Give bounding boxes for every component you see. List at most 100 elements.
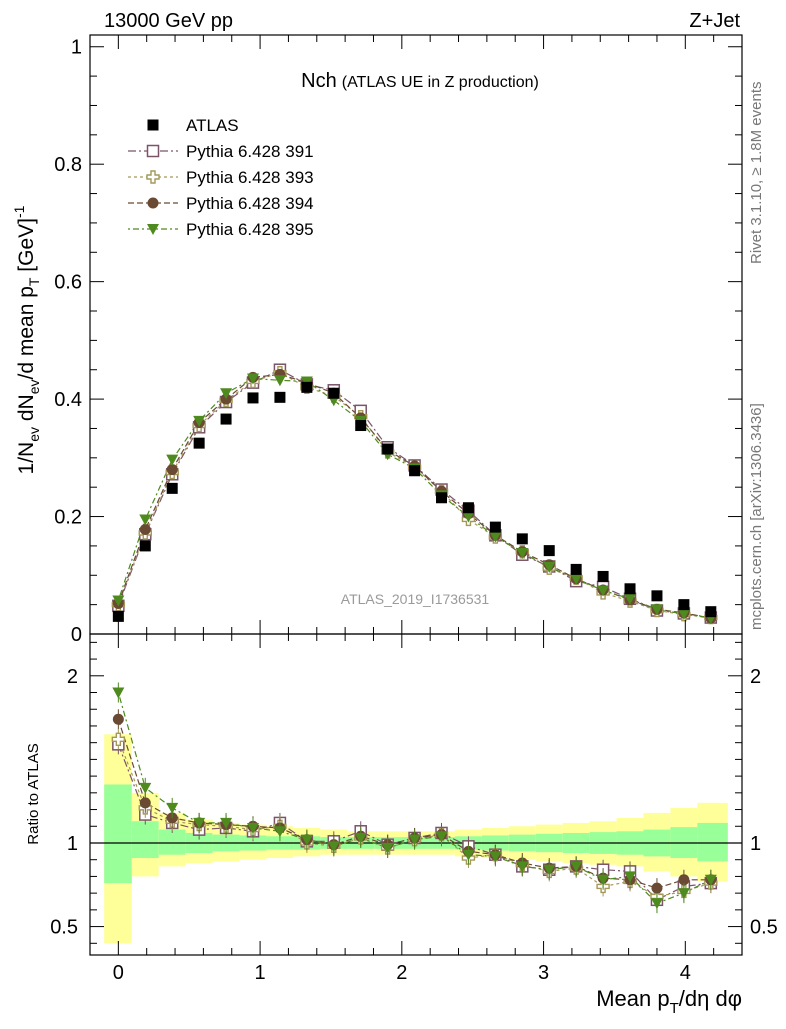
main-y-axis-title: 1/Nev dNev/d mean pT [GeV]-1 — [11, 205, 42, 474]
y-tick-label: 0.2 — [54, 507, 82, 529]
data-point-s395 — [570, 573, 583, 585]
ratio-point-s394 — [139, 797, 151, 809]
ratio-point-s395 — [650, 898, 663, 910]
series-line-s393 — [117, 372, 711, 619]
axes: 0 0.2 0.4 0.6 0.8 1 0 1 2 3 4 0.5 0.5 1 1 2 2 — [50, 34, 778, 984]
data-point-atlas — [436, 492, 448, 504]
ratio-point-s395 — [597, 874, 610, 886]
data-point-atlas — [274, 391, 286, 403]
ratio-point-s395 — [166, 802, 179, 814]
legend-entry-atlas: ATLAS — [147, 116, 239, 135]
legend-marker — [146, 144, 160, 158]
x-axis-title: Mean pT/dη dφ — [596, 986, 742, 1017]
data-point-s395 — [543, 562, 556, 574]
ratio-point-s395 — [220, 817, 233, 829]
ratio-y-tick-label-right: 2 — [750, 666, 761, 688]
legend-marker — [147, 224, 159, 235]
main-series-lines — [117, 369, 711, 619]
x-tick-label: 1 — [255, 962, 266, 984]
data-point-atlas — [543, 545, 555, 557]
data-point-atlas — [462, 502, 474, 514]
plot-title: Nch (ATLAS UE in Z production) — [301, 70, 539, 92]
ratio-y-axis-title: Ratio to ATLAS — [25, 743, 42, 844]
data-point-atlas — [139, 540, 151, 552]
y-tick-label: 0.8 — [54, 154, 82, 176]
ratio-point-s393 — [111, 732, 126, 747]
ratio-point-s395 — [112, 687, 125, 699]
x-tick-label: 4 — [680, 962, 691, 984]
data-point-atlas — [678, 599, 690, 611]
ratio-point-s395 — [570, 861, 583, 873]
legend-label: Pythia 6.428 395 — [186, 220, 314, 239]
band-green-bin — [158, 829, 186, 855]
data-point-atlas — [516, 533, 528, 545]
ratio-point-s395 — [139, 782, 152, 794]
data-point-atlas — [597, 570, 609, 582]
ratio-y-tick-label: 0.5 — [50, 917, 78, 939]
data-point-s395 — [139, 514, 152, 526]
data-point-atlas — [247, 392, 259, 404]
ratio-y-tick-label: 2 — [67, 666, 78, 688]
ratio-y-tick-label-right: 1 — [750, 833, 761, 855]
ratio-point-s395 — [677, 888, 690, 900]
ratio-frame — [89, 633, 743, 956]
ratio-point-s395 — [354, 832, 367, 844]
data-point-s395 — [247, 373, 259, 385]
data-point-atlas — [570, 563, 582, 575]
data-point-atlas — [301, 381, 313, 393]
plot-title-sub: (ATLAS UE in Z production) — [342, 74, 539, 91]
ratio-point-s395 — [408, 834, 421, 846]
ratio-point-s395 — [462, 849, 475, 861]
band-green-bin — [131, 821, 159, 859]
ratio-point-s395 — [381, 843, 394, 854]
legend-entry-s391: Pythia 6.428 391 — [128, 142, 314, 161]
data-point-s395 — [273, 375, 286, 387]
rivet-label: Rivet 3.1.10, ≥ 1.8M events — [748, 82, 765, 265]
x-tick-label: 3 — [538, 962, 549, 984]
y-tick-label: 1 — [71, 37, 82, 59]
energy-label: 13000 GeV pp — [104, 10, 233, 32]
band-green-bin — [697, 822, 728, 862]
data-point-atlas — [705, 606, 717, 618]
ratio-point-s395 — [516, 861, 529, 873]
series-line-s394 — [117, 373, 711, 619]
ratio-point-s395 — [543, 864, 556, 876]
legend-entry-s395: Pythia 6.428 395 — [128, 220, 314, 239]
data-point-atlas — [624, 583, 636, 595]
data-point-atlas — [112, 610, 124, 622]
data-point-s395 — [650, 604, 663, 616]
ratio-point-s394 — [166, 812, 178, 824]
legend-marker — [146, 170, 160, 184]
ratio-point-s395 — [273, 826, 286, 838]
y-tick-label: 0.4 — [54, 389, 82, 411]
x-tick-label: 2 — [396, 962, 407, 984]
ratio-point-s394 — [112, 713, 124, 725]
data-point-atlas — [166, 482, 178, 494]
ratio-point-s395 — [327, 841, 340, 853]
band-green-bin — [104, 784, 132, 884]
legend: ATLAS Pythia 6.428 391 Pythia 6.428 393 Pyt… — [128, 116, 314, 239]
ratio-point-s395 — [704, 874, 717, 886]
plot-title-main: Nch — [301, 70, 337, 92]
data-point-s395 — [462, 511, 475, 523]
data-point-s395 — [166, 454, 179, 466]
data-point-s395 — [597, 585, 610, 597]
ratio-point-s395 — [193, 817, 206, 829]
y-tick-label: 0 — [71, 624, 82, 646]
series-line-s391 — [117, 369, 711, 619]
legend-entry-s393: Pythia 6.428 393 — [128, 168, 314, 187]
legend-label: Pythia 6.428 391 — [186, 142, 314, 161]
ratio-line-s393 — [117, 739, 711, 898]
analysis-watermark: ATLAS_2019_I1736531 — [341, 591, 490, 607]
ratio-point-s395 — [489, 851, 502, 863]
legend-entry-s394: Pythia 6.428 394 — [128, 194, 314, 213]
x-tick-label: 0 — [113, 962, 124, 984]
data-point-atlas — [651, 590, 663, 602]
data-point-atlas — [382, 443, 394, 455]
legend-label: Pythia 6.428 394 — [186, 194, 314, 213]
data-point-atlas — [355, 420, 367, 432]
ratio-series-points — [111, 682, 718, 914]
ratio-point-s395 — [247, 822, 259, 834]
ratio-line-s394 — [117, 719, 711, 889]
